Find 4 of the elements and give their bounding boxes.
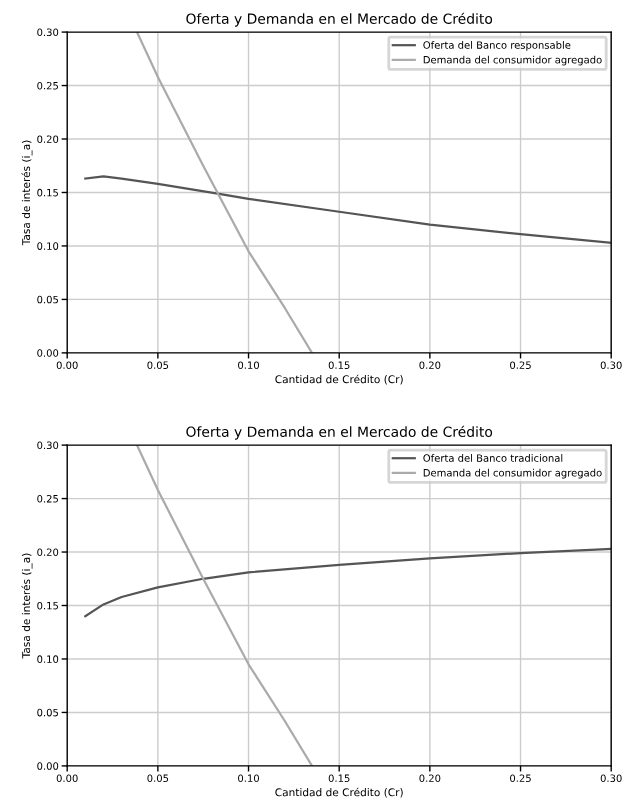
line-series <box>135 32 314 353</box>
line-series <box>84 175 612 244</box>
line-series <box>84 547 612 618</box>
line-series <box>135 445 314 766</box>
